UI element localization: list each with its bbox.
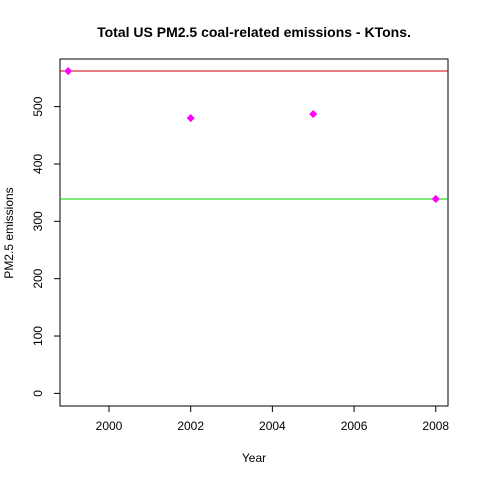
y-tick-label: 200 (31, 268, 45, 288)
x-tick-label: 2006 (341, 419, 368, 433)
y-tick-label: 300 (31, 211, 45, 231)
x-tick-label: 2002 (177, 419, 204, 433)
y-tick-label: 100 (31, 326, 45, 346)
data-point (431, 194, 440, 203)
chart-title: Total US PM2.5 coal-related emissions - … (97, 24, 411, 40)
plot-area: 2000 2002 2004 2006 2008 0 100 200 300 400 500 (31, 58, 449, 433)
x-tick-label: 2000 (96, 419, 123, 433)
x-axis-label: Year (242, 451, 266, 465)
y-tick-label: 400 (31, 154, 45, 174)
x-tick-label: 2008 (422, 419, 449, 433)
data-point (309, 110, 318, 119)
y-axis-label: PM2.5 emissions (2, 187, 16, 278)
y-tick-label: 500 (31, 96, 45, 116)
y-tick-label: 0 (31, 390, 45, 397)
data-point (64, 67, 73, 76)
plot-frame (59, 58, 449, 407)
x-tick-label: 2004 (259, 419, 286, 433)
data-point (186, 114, 195, 123)
